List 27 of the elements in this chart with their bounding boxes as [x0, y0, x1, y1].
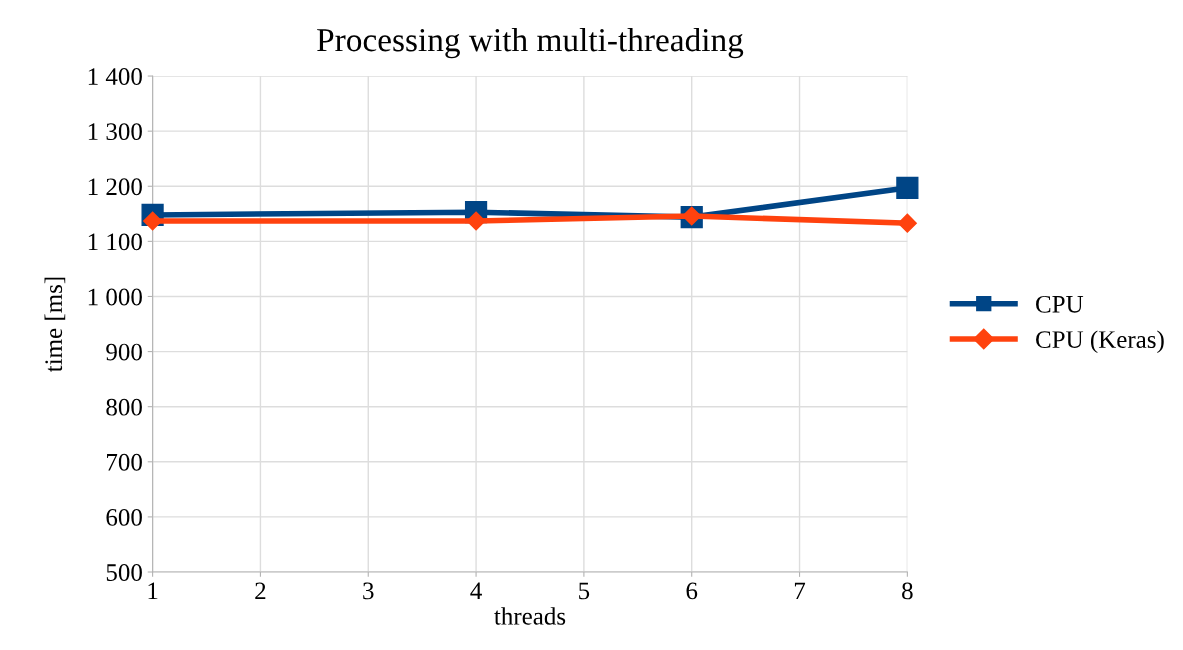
chart-title: Processing with multi-threading: [317, 27, 744, 59]
legend-label: CPU: [1036, 295, 1084, 313]
y-tick-label: 500: [106, 564, 142, 581]
y-tick-label: 1 400: [88, 68, 142, 85]
x-tick-label: 8: [902, 582, 913, 600]
y-tick-label: 1 300: [88, 123, 142, 141]
y-tick-label: 900: [106, 343, 142, 361]
x-tick-label: 7: [794, 582, 806, 600]
y-tick-label: 1 000: [88, 288, 142, 306]
x-axis-title: threads: [494, 607, 566, 625]
x-tick-label: 6: [686, 582, 698, 600]
point: [897, 213, 917, 233]
y-tick-label: 600: [106, 508, 142, 526]
y-tick-label: 700: [107, 453, 142, 471]
x-tick-label: 2: [255, 582, 266, 600]
y-tick-label: 800: [106, 398, 142, 416]
legend-label: CPU (Keras): [1036, 330, 1164, 354]
y-tick-label: 1 200: [88, 178, 142, 196]
x-tick-label: 3: [363, 582, 374, 600]
x-tick-label: 5: [579, 582, 590, 600]
y-tick-label: 1 100: [88, 233, 142, 251]
y-axis-title: time [ms]: [44, 277, 66, 373]
point: [896, 176, 919, 200]
x-tick-label: 4: [470, 582, 482, 600]
point: [466, 211, 486, 231]
point: [143, 211, 163, 231]
x-tick-label: 1: [148, 582, 158, 600]
